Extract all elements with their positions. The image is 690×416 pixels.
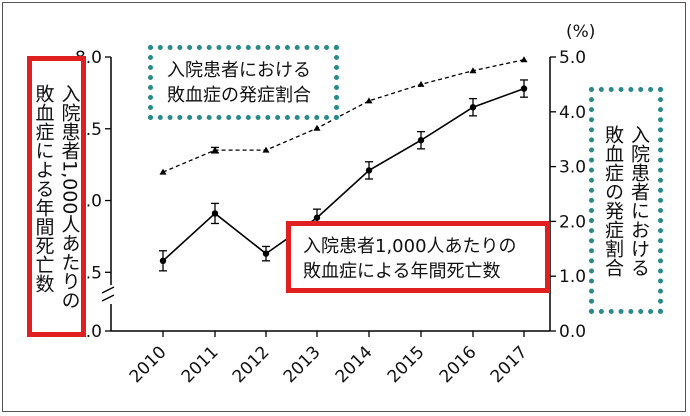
data-point — [365, 167, 373, 174]
data-point — [211, 210, 219, 217]
data-point — [211, 146, 219, 153]
series-label-incidence-line1: 入院患者における — [167, 60, 311, 81]
right-tick-label: 1.0 — [559, 267, 586, 287]
right-tick-label: 2.0 — [559, 212, 586, 232]
x-tick-label: 2017 — [487, 342, 532, 387]
data-point — [159, 168, 167, 175]
chart-marks — [159, 56, 528, 272]
x-tick-label: 2016 — [436, 342, 481, 387]
series-label-mortality-line1: 入院患者1,000人あたりの — [303, 236, 517, 257]
right-tick-label: 4.0 — [559, 103, 586, 123]
series-line-1 — [162, 59, 525, 173]
data-point — [417, 137, 425, 144]
axis-break-mark-1 — [101, 286, 115, 294]
left-axis-title-box: 入院患者1,000人あたりの 敗血症による年間死亡数 — [27, 56, 86, 337]
data-point — [262, 146, 270, 153]
data-point — [313, 124, 321, 131]
data-point — [469, 67, 477, 74]
left-axis-title-line1: 入院患者1,000人あたりの — [58, 83, 81, 310]
figure-frame — [2, 2, 686, 412]
series-label-incidence-box: 入院患者における 敗血症の発症割合 — [148, 45, 339, 120]
right-axis-title-line2: 敗血症の発症割合 — [602, 124, 624, 277]
x-tick-label: 2013 — [280, 342, 325, 387]
data-point — [159, 257, 167, 265]
x-tick-label: 2015 — [384, 342, 429, 387]
left-axis-title: 入院患者1,000人あたりの 敗血症による年間死亡数 — [31, 84, 83, 309]
left-axis-title-line2: 敗血症による年間死亡数 — [32, 83, 55, 293]
right-axis-title-box: 入院患者における 敗血症の発症割合 — [589, 87, 663, 314]
x-tick-label: 2011 — [178, 342, 223, 387]
series-label-mortality-line2: 敗血症による年間死亡数 — [303, 261, 501, 282]
right-axis-title: 入院患者における 敗血症の発症割合 — [600, 125, 652, 277]
series-label-mortality-box: 入院患者1,000人あたりの 敗血症による年間死亡数 — [286, 221, 550, 293]
x-tick-label: 2012 — [229, 342, 274, 387]
axis-break-mark-2 — [101, 294, 115, 302]
data-point — [469, 104, 477, 111]
right-axis-unit: (%) — [566, 22, 595, 42]
data-point — [262, 250, 270, 257]
data-point — [520, 85, 528, 92]
right-tick-label: 3.0 — [559, 158, 586, 178]
right-tick-label: 5.0 — [559, 48, 586, 68]
data-point — [520, 56, 528, 63]
data-point — [313, 214, 321, 221]
data-point — [365, 97, 373, 104]
x-tick-label: 2014 — [332, 342, 377, 387]
series-line-0 — [162, 87, 525, 262]
series-label-incidence-line2: 敗血症の発症割合 — [167, 85, 311, 106]
right-tick-label: 0.0 — [559, 322, 586, 342]
right-axis-title-line1: 入院患者における — [628, 124, 650, 277]
data-point — [417, 80, 425, 87]
x-tick-label: 2010 — [126, 342, 171, 387]
